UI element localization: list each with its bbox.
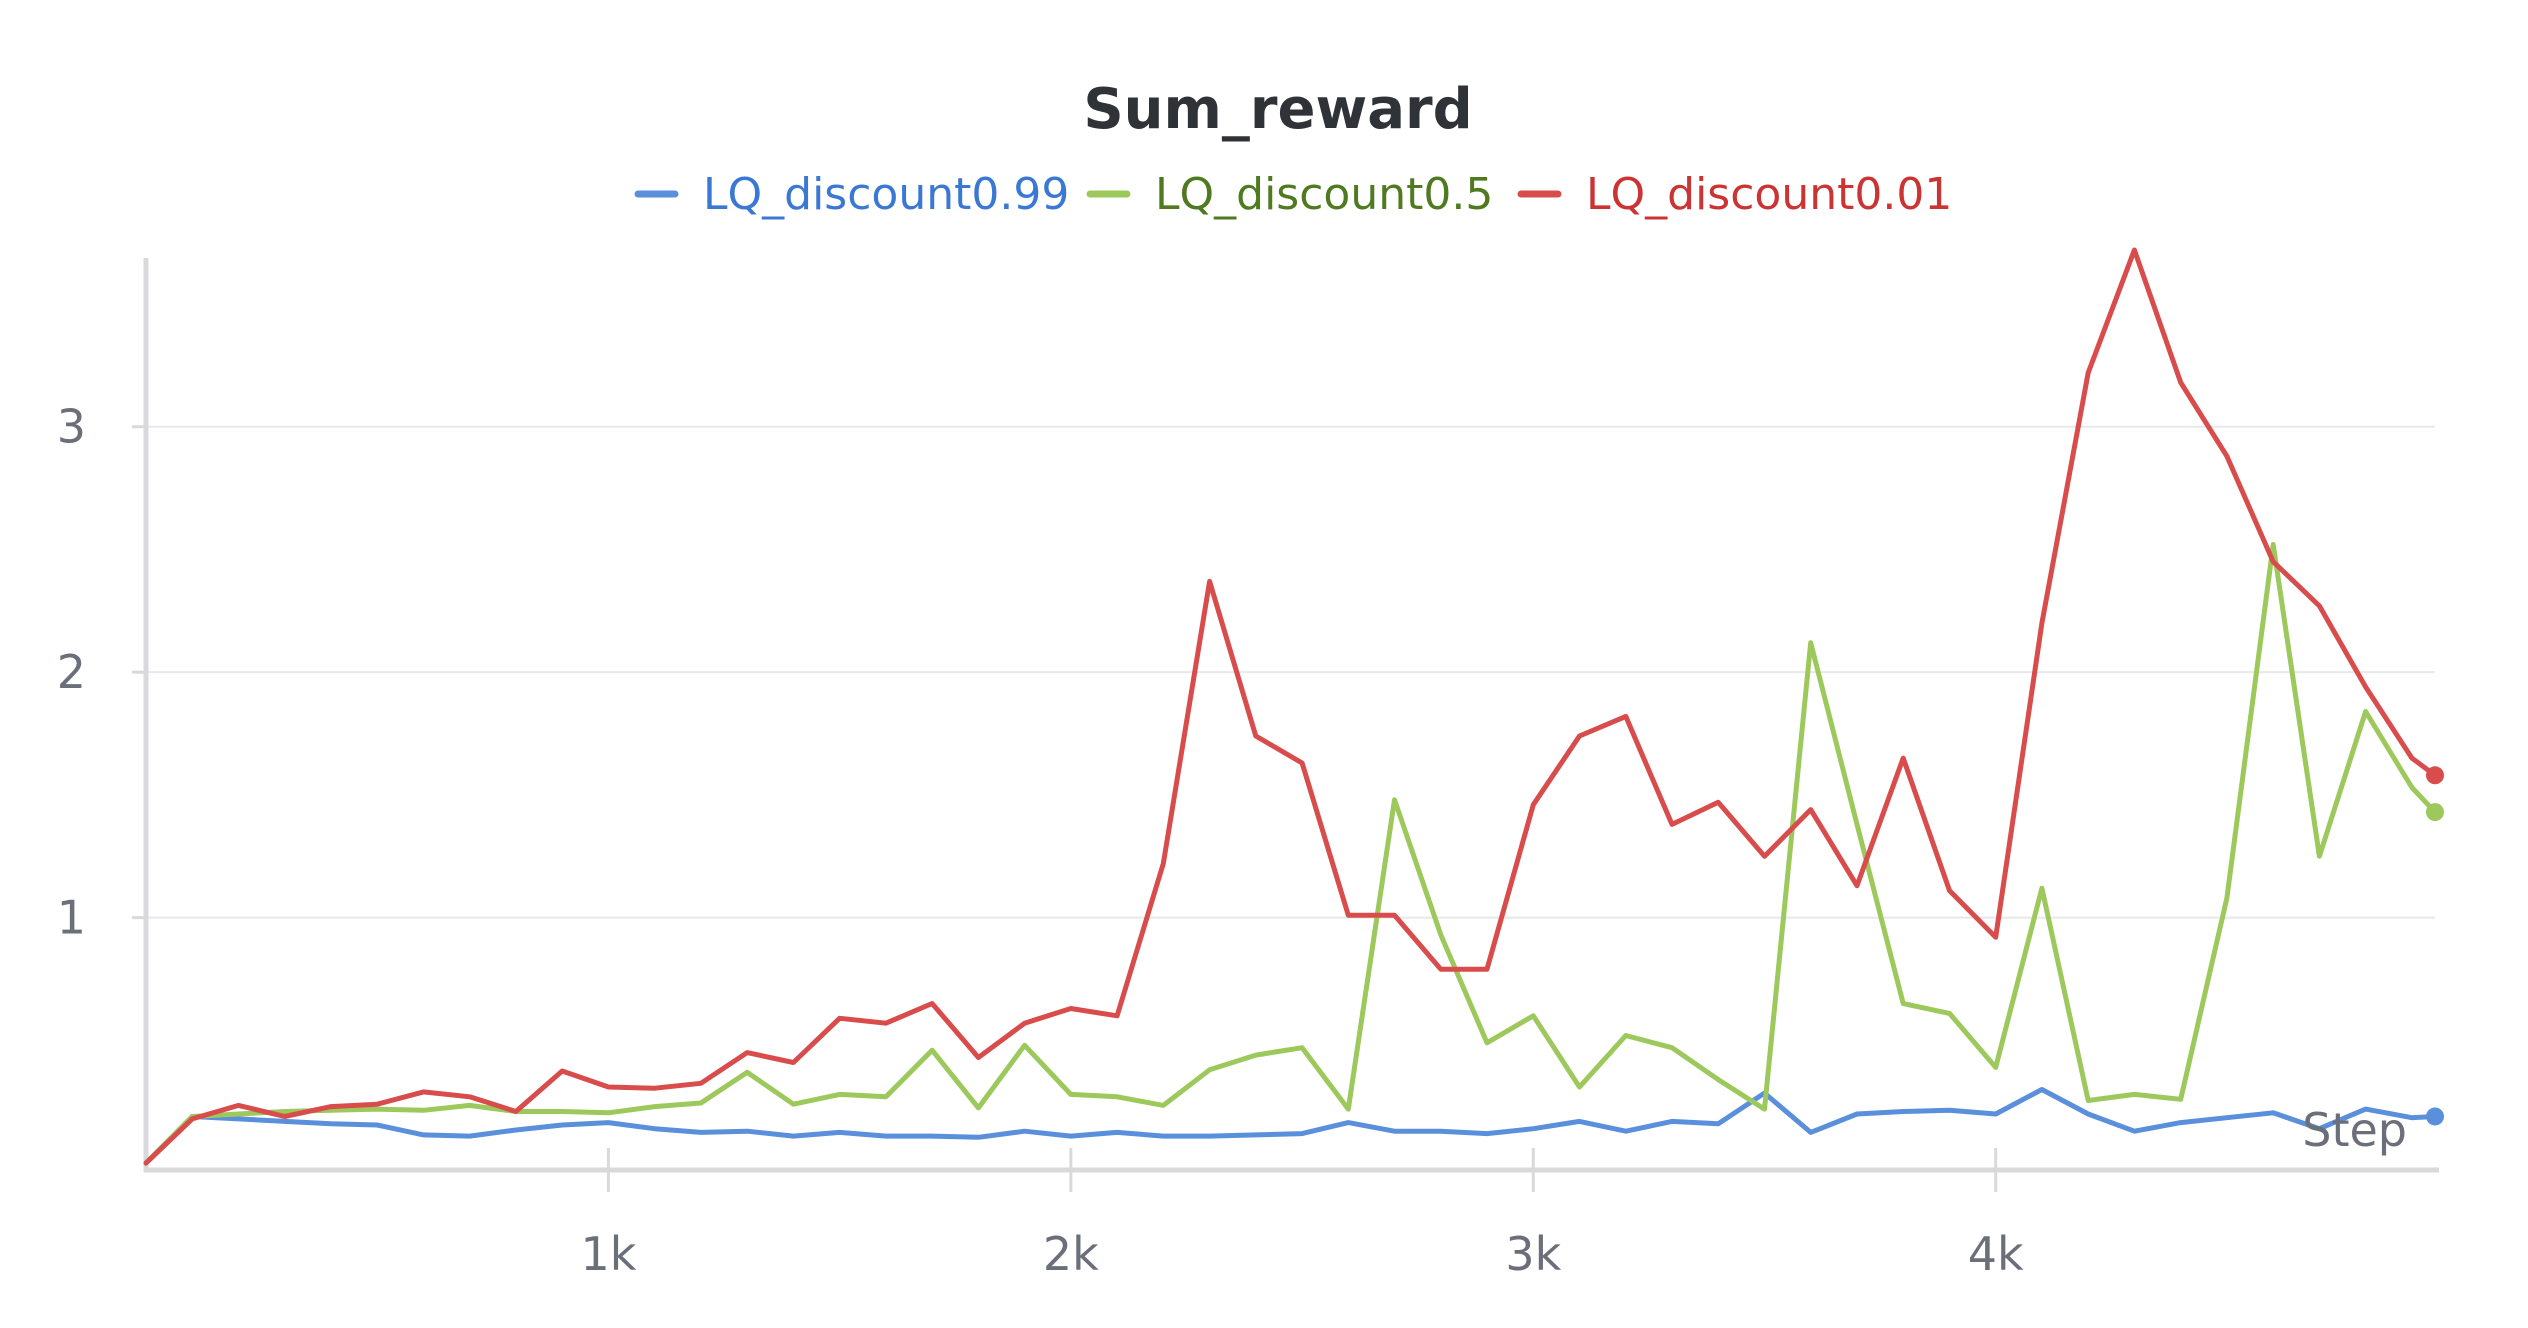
- series-end-point: [2426, 1107, 2444, 1126]
- x-tick-label: 2k: [1043, 1227, 1099, 1281]
- x-tick-label: 1k: [580, 1227, 636, 1281]
- x-tick-label: 4k: [1968, 1227, 2024, 1281]
- chart-title: Sum_reward: [1083, 77, 1472, 142]
- x-axis-label: Step: [2302, 1103, 2407, 1157]
- legend-item-discount-0-99[interactable]: LQ_discount0.99: [634, 169, 1069, 220]
- y-tick-label: 1: [57, 891, 86, 945]
- series-line-lq-discount0-5[interactable]: [143, 542, 2438, 1166]
- x-tick-label: 3k: [1505, 1227, 1561, 1281]
- series-end-point: [2426, 803, 2444, 822]
- axes: [143, 258, 2439, 1192]
- legend: LQ_discount0.99 LQ_discount0.5 LQ_discou…: [634, 169, 1952, 220]
- series-end-point: [2426, 766, 2444, 785]
- y-tick-labels: 1 2 3: [57, 400, 86, 945]
- legend-label-discount-0-01: LQ_discount0.01: [1586, 169, 1952, 220]
- series-line-lq-discount0-99[interactable]: [143, 1087, 2438, 1166]
- y-tick-label: 2: [57, 645, 86, 699]
- x-tick-labels: 1k 2k 3k 4k: [580, 1227, 2024, 1281]
- legend-label-discount-0-5: LQ_discount0.5: [1155, 169, 1493, 220]
- legend-label-discount-0-99: LQ_discount0.99: [703, 169, 1069, 220]
- legend-item-discount-0-5[interactable]: LQ_discount0.5: [1086, 169, 1493, 220]
- series-lines: [143, 247, 2438, 1166]
- gridlines: [132, 425, 2435, 920]
- end-points: [2426, 766, 2444, 1126]
- y-tick-label: 3: [57, 400, 86, 454]
- legend-item-discount-0-01[interactable]: LQ_discount0.01: [1517, 169, 1952, 220]
- series-line-lq-discount0-01[interactable]: [143, 247, 2438, 1166]
